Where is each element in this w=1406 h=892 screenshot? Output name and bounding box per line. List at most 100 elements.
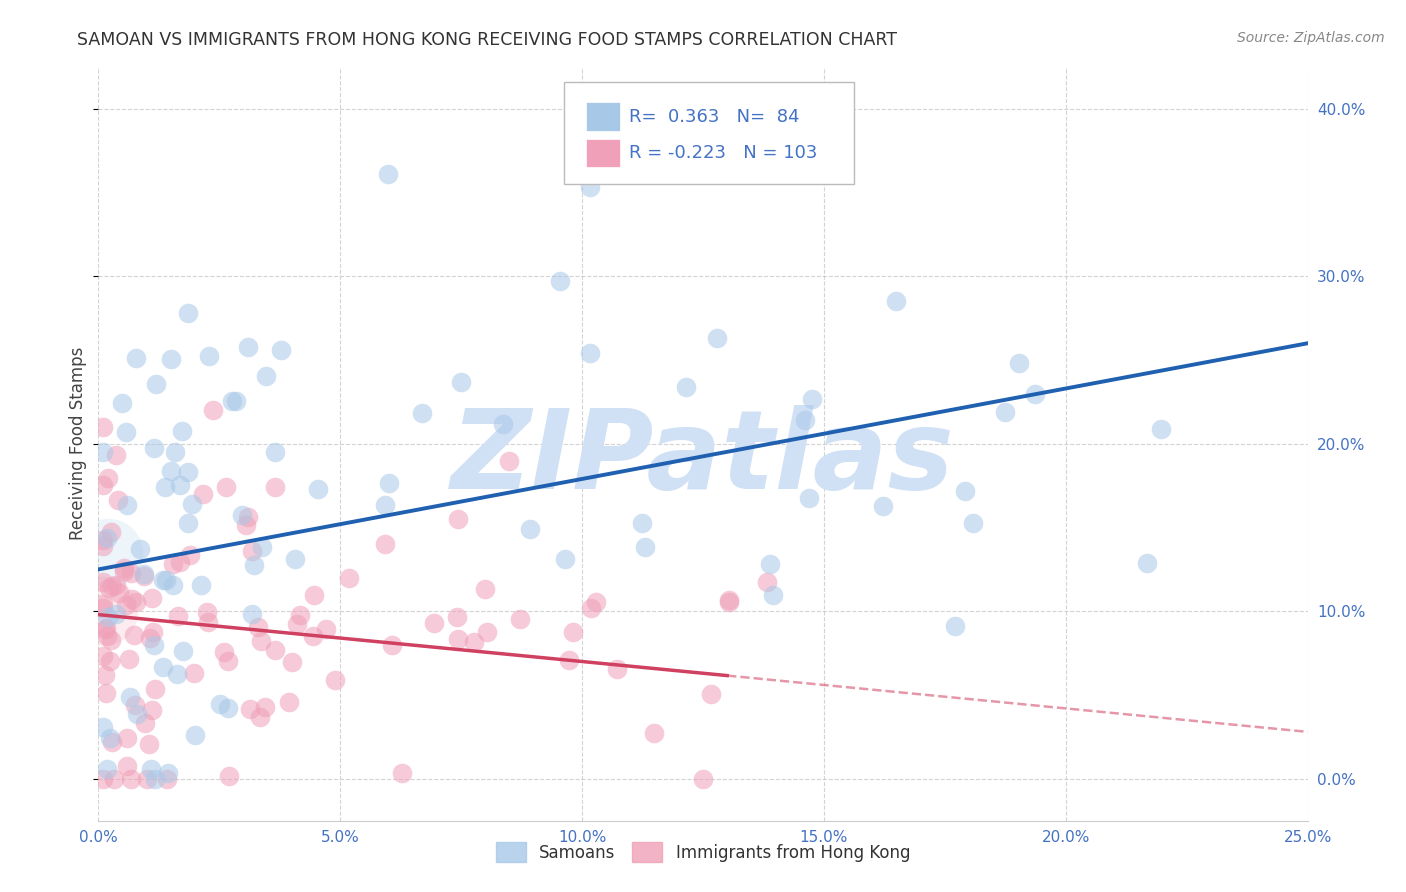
Point [285, 616, 308, 631]
Point [179, 548, 201, 562]
Point [264, 444, 287, 458]
Point [172, 643, 194, 657]
Point [91, 604, 114, 618]
Point [634, 540, 657, 554]
Point [117, 499, 139, 513]
Point [97, 546, 120, 560]
Point [100, 579, 122, 593]
Point [104, 577, 127, 591]
Point [120, 566, 142, 580]
Point [675, 380, 697, 394]
Point [181, 497, 204, 511]
Point [509, 612, 531, 626]
Point [118, 651, 141, 665]
Point [103, 772, 125, 786]
Point [411, 407, 433, 421]
Point [156, 772, 179, 786]
Point [115, 598, 138, 612]
Legend: Samoans, Immigrants from Hong Kong: Samoans, Immigrants from Hong Kong [489, 835, 917, 869]
Point [498, 453, 520, 467]
Point [135, 772, 157, 786]
Point [605, 662, 627, 676]
Point [323, 673, 346, 687]
Point [250, 540, 273, 554]
Point [162, 557, 184, 571]
Point [91, 600, 114, 615]
Point [579, 345, 602, 359]
Point [943, 619, 966, 633]
Point [142, 441, 165, 455]
Point [1136, 556, 1159, 570]
Point [117, 759, 139, 773]
Point [254, 369, 277, 384]
Point [631, 516, 654, 530]
Point [166, 608, 188, 623]
Point [120, 772, 142, 786]
Point [98, 654, 121, 668]
Point [169, 555, 191, 569]
Point [183, 666, 205, 681]
Point [797, 491, 820, 505]
Point [239, 701, 262, 715]
Point [423, 616, 446, 631]
Point [585, 595, 607, 609]
Point [97, 582, 120, 596]
Point [177, 466, 200, 480]
Point [124, 698, 146, 712]
Point [554, 552, 576, 566]
Point [104, 448, 127, 462]
Point [152, 660, 174, 674]
Point [246, 620, 269, 634]
Point [127, 707, 149, 722]
Point [104, 607, 127, 621]
Point [152, 573, 174, 587]
Point [548, 274, 571, 288]
Point [169, 477, 191, 491]
Point [94, 686, 117, 700]
Point [98, 731, 121, 745]
Point [284, 552, 307, 566]
Point [91, 445, 114, 459]
Point [91, 772, 114, 786]
Point [155, 573, 177, 587]
Point [794, 413, 817, 427]
Point [231, 508, 253, 522]
Point [215, 480, 238, 494]
Point [139, 631, 162, 645]
Point [172, 424, 194, 438]
Point [450, 375, 472, 389]
Point [302, 588, 325, 602]
Point [100, 632, 122, 647]
Point [97, 471, 120, 485]
Point [801, 392, 824, 406]
Point [190, 578, 212, 592]
Point [474, 582, 496, 596]
Point [337, 571, 360, 585]
Point [243, 558, 266, 573]
Point [160, 464, 183, 478]
Text: SAMOAN VS IMMIGRANTS FROM HONG KONG RECEIVING FOOD STAMPS CORRELATION CHART: SAMOAN VS IMMIGRANTS FROM HONG KONG RECE… [77, 31, 897, 49]
Point [692, 772, 714, 786]
Point [115, 731, 138, 746]
Point [307, 482, 329, 496]
Point [761, 588, 783, 602]
Point [125, 351, 148, 365]
Point [236, 340, 259, 354]
Point [91, 478, 114, 492]
Point [447, 512, 470, 526]
Point [270, 343, 292, 358]
Point [240, 544, 263, 558]
Point [91, 597, 114, 611]
Point [134, 715, 156, 730]
Point [463, 635, 485, 649]
Point [100, 524, 122, 539]
Point [115, 425, 138, 440]
Point [240, 607, 263, 622]
Point [579, 601, 602, 615]
Point [759, 558, 782, 572]
Point [475, 624, 498, 639]
Point [217, 701, 239, 715]
Text: R=  0.363   N=  84: R= 0.363 N= 84 [630, 108, 800, 126]
Point [281, 656, 304, 670]
FancyBboxPatch shape [586, 138, 620, 167]
